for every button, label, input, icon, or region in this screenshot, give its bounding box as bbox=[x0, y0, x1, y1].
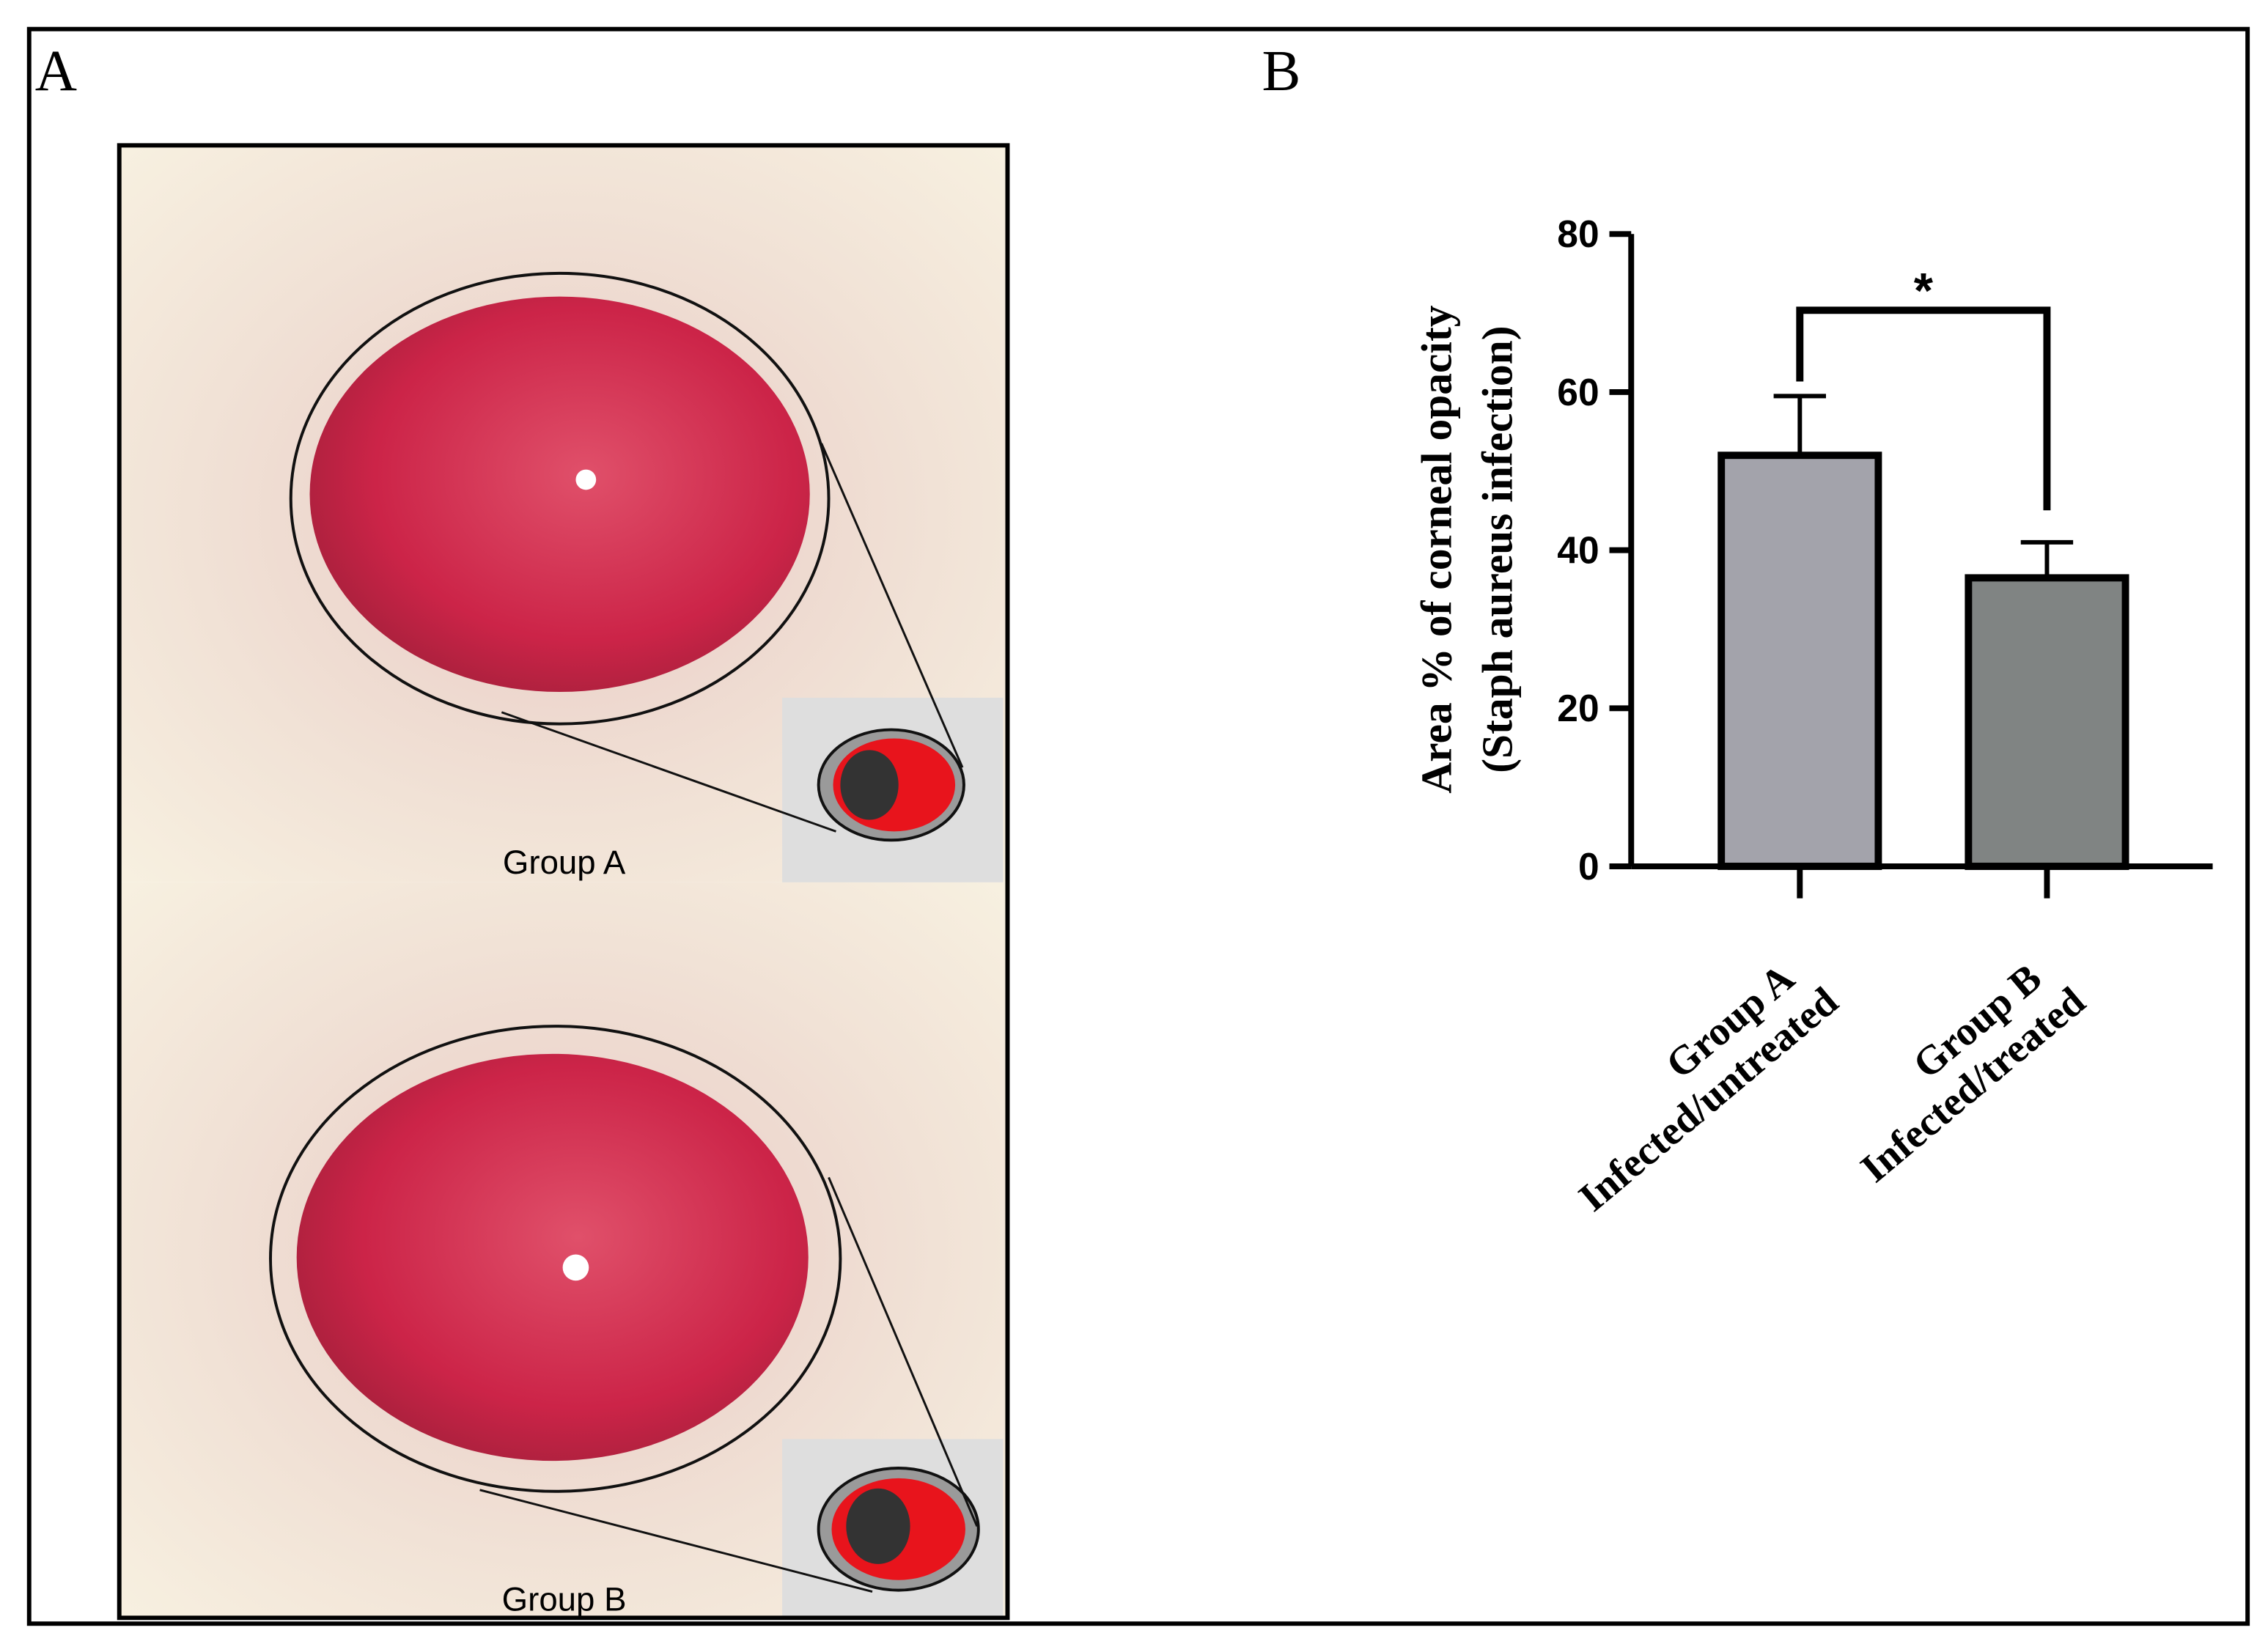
figure-border bbox=[26, 26, 2250, 1626]
significance-label: * bbox=[1914, 263, 1934, 318]
y-axis-label: Area % of corneal opacity bbox=[1412, 305, 1460, 794]
panel-label: B bbox=[1262, 39, 1301, 103]
photo-caption: Group B bbox=[502, 1580, 627, 1618]
y-tick-label: 40 bbox=[1557, 528, 1599, 571]
photo-caption: Group A bbox=[503, 844, 626, 881]
y-tick-label: 0 bbox=[1578, 845, 1599, 888]
y-axis-label: (Staph aureus infection) bbox=[1473, 325, 1522, 773]
significance-bracket bbox=[1796, 306, 2051, 511]
panel-label: A bbox=[35, 39, 77, 103]
bar bbox=[1965, 574, 2129, 870]
y-tick-label: 80 bbox=[1557, 213, 1599, 255]
y-tick-label: 20 bbox=[1557, 687, 1599, 729]
photo-panel bbox=[117, 143, 1010, 1621]
y-tick-label: 60 bbox=[1557, 371, 1599, 413]
bar bbox=[1717, 451, 1882, 870]
